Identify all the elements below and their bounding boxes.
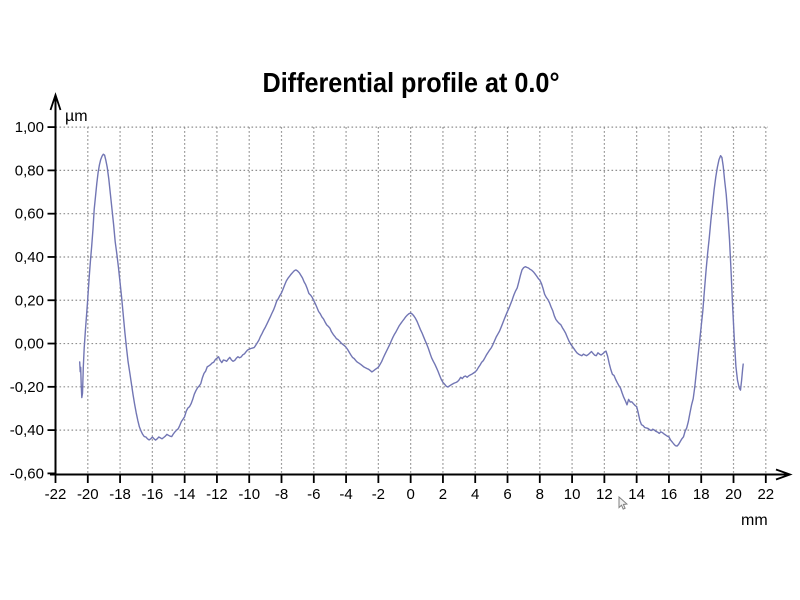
x-tick-label: 14 [628,486,645,503]
x-tick-label: -18 [109,486,131,503]
x-tick-label: 22 [757,486,774,503]
x-tick-label: 18 [693,486,710,503]
x-tick-label: 12 [596,486,613,503]
axis-ticks [47,126,767,483]
profile-curve-line [78,153,744,447]
y-tick-label: 1,00 [15,119,44,136]
x-tick-label: -16 [142,486,164,503]
x-tick-label: 0 [406,486,414,503]
x-tick-label: 10 [564,486,581,503]
x-tick-label: -14 [174,486,196,503]
y-tick-label: 0,20 [15,292,44,309]
x-tick-label: -12 [206,486,228,503]
mouse-cursor-icon [618,495,629,510]
x-tick-label: 4 [471,486,479,503]
gridlines [55,126,768,474]
x-tick-label: -10 [238,486,260,503]
x-tick-label: 20 [725,486,742,503]
y-tick-label: 0,40 [15,249,44,266]
x-tick-label: -2 [372,486,385,503]
x-tick-label: 16 [661,486,678,503]
y-tick-label: 0,60 [15,206,44,223]
x-axis-arrow-icon [775,468,793,481]
y-tick-label: 0,80 [15,162,44,179]
axis-tick-labels: -22 -20 -18 -16 -14 -12 -10 -8 -6 -4 -2 0 2 4 6 8 10 12 14… [10,119,774,503]
x-axis-unit-label: mm [741,512,768,529]
y-axis-unit-label: µm [65,108,88,125]
profile-curve [78,153,744,447]
x-tick-label: 2 [439,486,447,503]
x-tick-label: -20 [77,486,99,503]
page-title: Differential profile at 0.0° [262,67,559,99]
y-tick-label: 0,00 [15,336,44,353]
y-tick-label: -0,40 [10,422,44,439]
x-tick-label: -22 [45,486,67,503]
y-tick-label: -0,20 [10,379,44,396]
x-tick-label: 8 [536,486,544,503]
x-tick-label: -4 [339,486,352,503]
x-tick-label: -6 [307,486,320,503]
y-tick-label: -0,60 [10,465,44,482]
x-tick-label: -8 [275,486,288,503]
y-axis-arrow-icon [49,92,62,111]
x-tick-label: 6 [503,486,511,503]
